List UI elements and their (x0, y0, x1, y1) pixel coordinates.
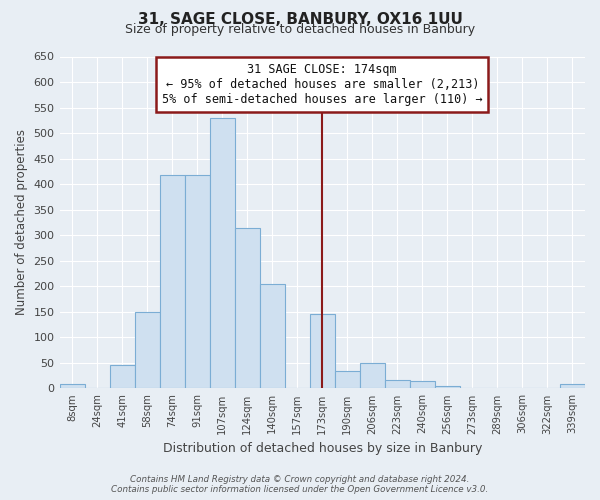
Bar (360, 363, 385, 388)
Text: Size of property relative to detached houses in Banbury: Size of property relative to detached ho… (125, 22, 475, 36)
Bar (209, 118, 235, 388)
Bar (110, 366, 134, 388)
Y-axis label: Number of detached properties: Number of detached properties (15, 130, 28, 316)
Bar (235, 228, 260, 388)
Bar (335, 370, 360, 388)
Bar (435, 386, 460, 388)
Bar (260, 284, 285, 389)
Bar (560, 384, 585, 388)
Bar (160, 175, 185, 388)
Bar (185, 175, 209, 388)
Text: 31, SAGE CLOSE, BANBURY, OX16 1UU: 31, SAGE CLOSE, BANBURY, OX16 1UU (137, 12, 463, 28)
Bar (59, 384, 85, 388)
X-axis label: Distribution of detached houses by size in Banbury: Distribution of detached houses by size … (163, 442, 482, 455)
Bar (310, 314, 335, 388)
Bar (134, 312, 160, 388)
Text: Contains HM Land Registry data © Crown copyright and database right 2024.
Contai: Contains HM Land Registry data © Crown c… (112, 474, 488, 494)
Bar (410, 381, 435, 388)
Bar (385, 380, 410, 388)
Text: 31 SAGE CLOSE: 174sqm
← 95% of detached houses are smaller (2,213)
5% of semi-de: 31 SAGE CLOSE: 174sqm ← 95% of detached … (162, 63, 482, 106)
